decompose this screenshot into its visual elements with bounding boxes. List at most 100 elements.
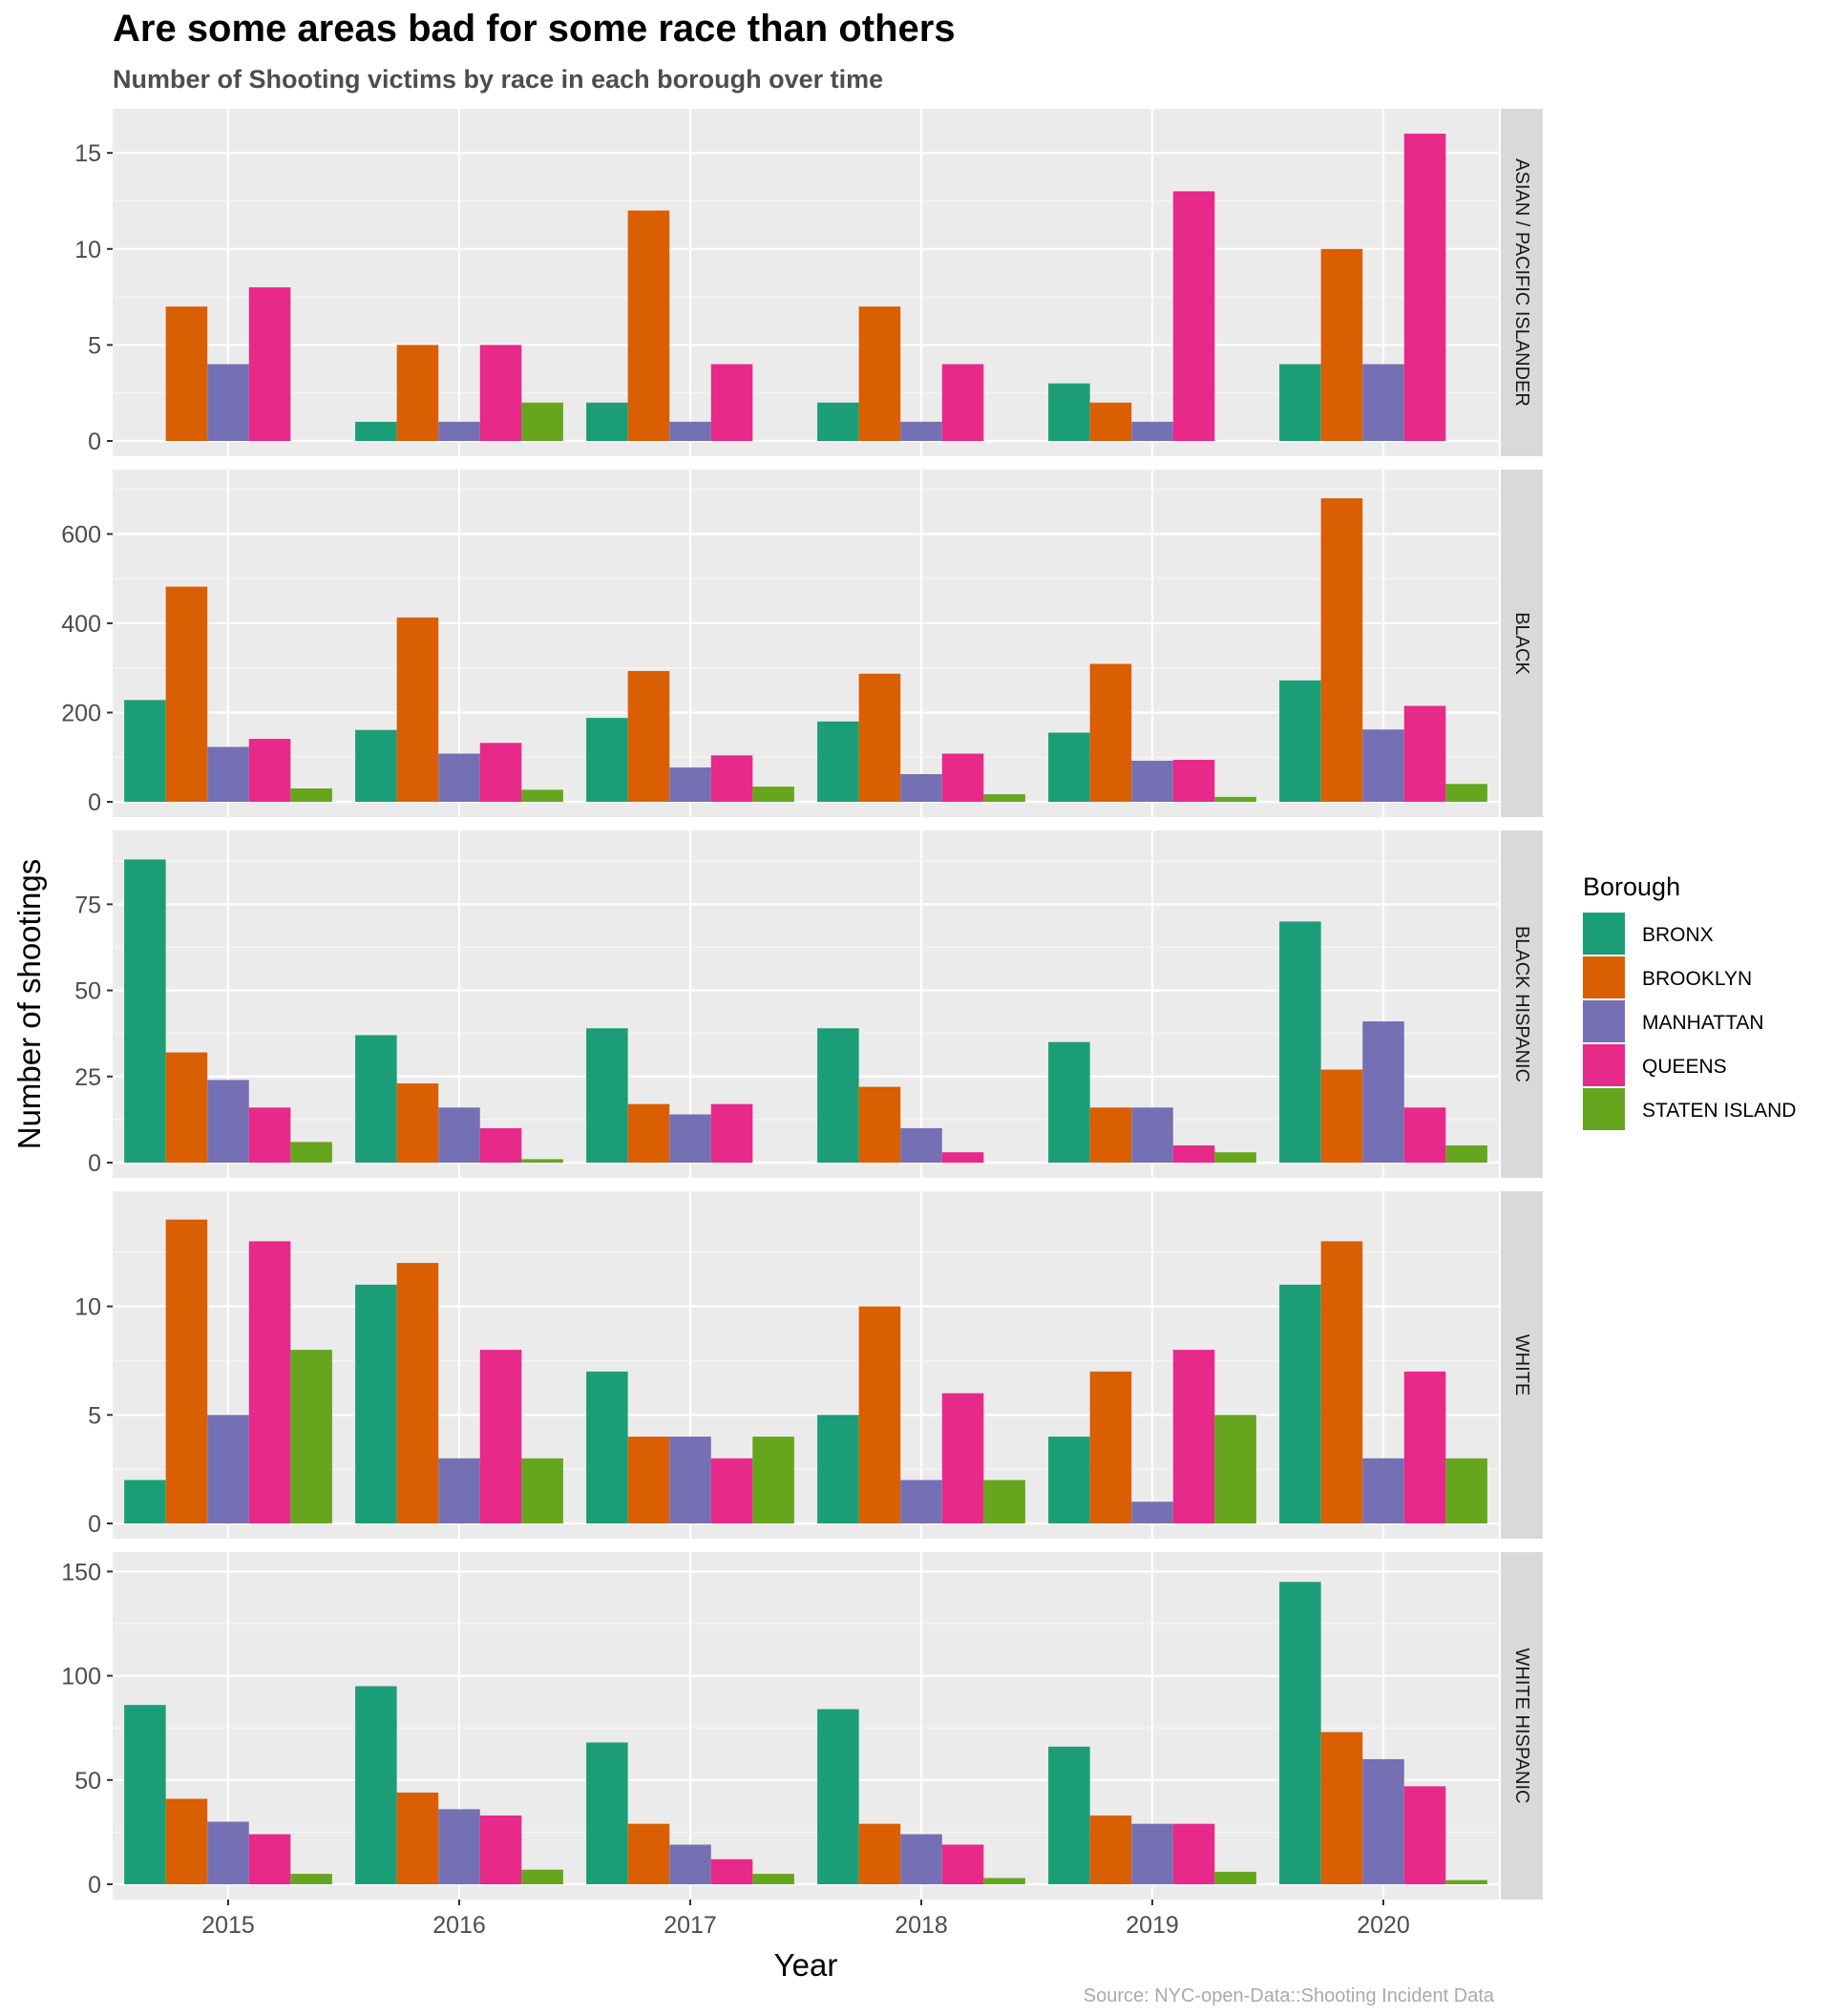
bar xyxy=(396,1083,439,1163)
bar xyxy=(710,1858,753,1884)
bar xyxy=(858,673,901,802)
y-tick-label: 10 xyxy=(74,1294,101,1321)
y-tick-label: 200 xyxy=(61,700,101,726)
bar xyxy=(521,1159,563,1163)
bar xyxy=(752,1437,794,1523)
y-tick-label: 400 xyxy=(61,611,101,638)
bar xyxy=(355,421,397,441)
bar xyxy=(1172,191,1215,441)
bar xyxy=(1362,1021,1404,1163)
y-tick-label: 150 xyxy=(61,1559,101,1586)
bar xyxy=(1131,1823,1173,1884)
chart-title: Are some areas bad for some race than ot… xyxy=(113,8,956,50)
bar xyxy=(710,1103,753,1163)
bar xyxy=(586,1371,628,1523)
y-tick-label: 5 xyxy=(88,332,101,359)
bar xyxy=(1172,1144,1215,1163)
bar xyxy=(586,1742,628,1884)
bar xyxy=(1279,680,1321,802)
bar xyxy=(521,402,563,441)
bar xyxy=(1320,498,1363,802)
x-tick-label: 2018 xyxy=(895,1912,948,1939)
bar xyxy=(1403,1786,1446,1884)
bar xyxy=(627,670,670,802)
bar xyxy=(479,1350,522,1523)
y-tick-label: 0 xyxy=(88,1511,101,1538)
bar xyxy=(900,1480,942,1523)
x-tick-label: 2019 xyxy=(1126,1912,1179,1939)
y-tick-label: 75 xyxy=(74,892,101,918)
panel-background xyxy=(113,109,1499,456)
bar xyxy=(817,402,859,441)
facet-label: BLACK xyxy=(1511,612,1532,675)
bar xyxy=(1131,1502,1173,1523)
bar xyxy=(1214,1152,1256,1163)
bar xyxy=(627,1823,670,1884)
bar xyxy=(817,721,859,802)
bar xyxy=(521,1458,563,1523)
facet-strip xyxy=(1501,830,1543,1178)
bar xyxy=(669,1844,711,1884)
y-tick-label: 25 xyxy=(74,1064,101,1091)
bar xyxy=(355,729,397,802)
bar xyxy=(669,421,711,441)
bar xyxy=(248,1241,291,1523)
x-axis-title: Year xyxy=(774,1947,838,1983)
bar xyxy=(207,1821,249,1884)
y-tick-label: 0 xyxy=(88,1872,101,1899)
y-tick-label: 600 xyxy=(61,521,101,548)
bar xyxy=(1048,732,1090,802)
facet-label: ASIAN / PACIFIC ISLANDER xyxy=(1511,158,1532,407)
bar xyxy=(207,746,249,802)
bar xyxy=(900,774,942,802)
bar xyxy=(438,421,480,441)
legend-key xyxy=(1583,956,1625,998)
bar xyxy=(941,753,984,802)
bar xyxy=(710,755,753,802)
bar xyxy=(1089,1371,1132,1523)
panel-background xyxy=(113,1191,1499,1539)
bar xyxy=(124,859,166,1163)
bar xyxy=(1131,760,1173,802)
facet-strip xyxy=(1501,109,1543,456)
bar xyxy=(900,1834,942,1884)
y-tick-label: 0 xyxy=(88,1150,101,1177)
facet-label: BLACK HISPANIC xyxy=(1511,926,1532,1082)
bar xyxy=(479,743,522,802)
y-tick-label: 15 xyxy=(74,140,101,167)
bar xyxy=(1320,1069,1363,1163)
bar xyxy=(941,1393,984,1523)
bar xyxy=(1131,1107,1173,1163)
bar xyxy=(165,1798,208,1884)
bar xyxy=(1089,1815,1132,1884)
bar xyxy=(1048,1746,1090,1884)
bar xyxy=(1403,705,1446,802)
bar xyxy=(438,1458,480,1523)
bar xyxy=(858,1823,901,1884)
bar xyxy=(355,1035,397,1163)
bar xyxy=(290,788,332,802)
legend-label: MANHATTAN xyxy=(1642,1012,1764,1034)
bar xyxy=(207,1080,249,1163)
facet-strip xyxy=(1501,1191,1543,1539)
bar xyxy=(248,1834,291,1884)
legend-key xyxy=(1583,913,1625,955)
bar xyxy=(710,1458,753,1523)
bar xyxy=(586,402,628,441)
legend-key xyxy=(1583,1088,1625,1130)
facet-strip xyxy=(1501,470,1543,817)
bar xyxy=(521,1869,563,1884)
y-tick-label: 0 xyxy=(88,429,101,455)
legend-label: BRONX xyxy=(1642,924,1714,946)
legend-title: Borough xyxy=(1583,872,1680,901)
legend-key xyxy=(1583,1044,1625,1086)
bar xyxy=(669,1114,711,1163)
bar xyxy=(165,1219,208,1523)
y-tick-label: 100 xyxy=(61,1664,101,1690)
facet-label: WHITE HISPANIC xyxy=(1511,1648,1532,1804)
bar xyxy=(983,1878,1025,1884)
y-axis-title: Number of shootings xyxy=(11,859,47,1150)
bar xyxy=(1172,1823,1215,1884)
